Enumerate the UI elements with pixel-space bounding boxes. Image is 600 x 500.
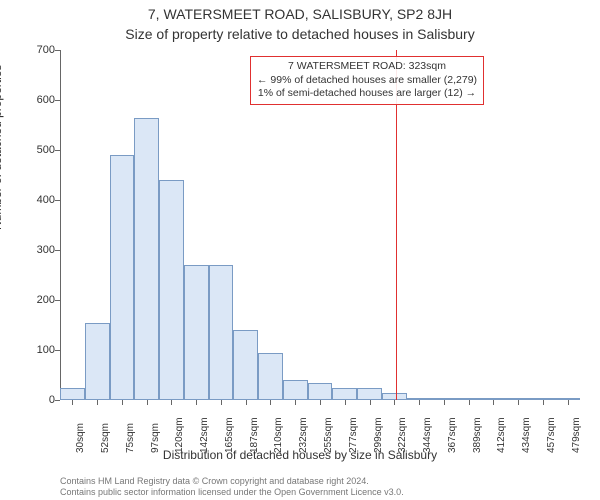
title-line-2: Size of property relative to detached ho… bbox=[0, 26, 600, 42]
histogram-bar bbox=[382, 393, 407, 401]
x-tick-label: 120sqm bbox=[174, 408, 185, 453]
y-tick-mark bbox=[55, 250, 60, 251]
histogram-bar bbox=[258, 353, 283, 401]
y-tick-label: 500 bbox=[15, 144, 55, 156]
x-tick-label: 97sqm bbox=[150, 408, 161, 453]
x-tick-label: 412sqm bbox=[496, 408, 507, 453]
y-tick-mark bbox=[55, 200, 60, 201]
y-tick-mark bbox=[55, 400, 60, 401]
x-tick-mark bbox=[122, 400, 123, 405]
annotation-line: 1% of semi-detached houses are larger (1… bbox=[257, 87, 477, 101]
chart-container: 7, WATERSMEET ROAD, SALISBURY, SP2 8JH S… bbox=[0, 0, 600, 500]
histogram-bar bbox=[233, 330, 258, 400]
y-tick-label: 700 bbox=[15, 44, 55, 56]
x-tick-label: 30sqm bbox=[75, 408, 86, 453]
x-tick-mark bbox=[568, 400, 569, 405]
x-tick-mark bbox=[370, 400, 371, 405]
x-tick-label: 142sqm bbox=[199, 408, 210, 453]
x-axis-label: Distribution of detached houses by size … bbox=[0, 448, 600, 462]
x-tick-mark bbox=[246, 400, 247, 405]
histogram-bar bbox=[60, 388, 85, 401]
plot-area: 010020030040050060070030sqm52sqm75sqm97s… bbox=[60, 50, 580, 400]
annotation-line: ← 99% of detached houses are smaller (2,… bbox=[257, 74, 477, 88]
x-tick-mark bbox=[320, 400, 321, 405]
x-tick-mark bbox=[147, 400, 148, 405]
y-tick-label: 300 bbox=[15, 244, 55, 256]
y-axis-label: Number of detached properties bbox=[0, 65, 4, 230]
x-tick-mark bbox=[394, 400, 395, 405]
y-tick-label: 0 bbox=[15, 394, 55, 406]
x-tick-label: 255sqm bbox=[323, 408, 334, 453]
x-tick-label: 299sqm bbox=[373, 408, 384, 453]
x-tick-mark bbox=[295, 400, 296, 405]
x-tick-mark bbox=[444, 400, 445, 405]
x-tick-mark bbox=[345, 400, 346, 405]
x-tick-label: 75sqm bbox=[125, 408, 136, 453]
y-tick-mark bbox=[55, 100, 60, 101]
x-tick-label: 165sqm bbox=[224, 408, 235, 453]
x-tick-label: 277sqm bbox=[348, 408, 359, 453]
x-tick-label: 434sqm bbox=[521, 408, 532, 453]
y-tick-label: 100 bbox=[15, 344, 55, 356]
x-tick-label: 479sqm bbox=[571, 408, 582, 453]
x-tick-label: 210sqm bbox=[273, 408, 284, 453]
histogram-bar bbox=[134, 118, 159, 401]
x-tick-mark bbox=[469, 400, 470, 405]
x-tick-label: 457sqm bbox=[546, 408, 557, 453]
x-tick-label: 187sqm bbox=[249, 408, 260, 453]
x-tick-mark bbox=[97, 400, 98, 405]
x-tick-label: 344sqm bbox=[422, 408, 433, 453]
histogram-bar bbox=[357, 388, 382, 401]
x-tick-label: 52sqm bbox=[100, 408, 111, 453]
title-line-1: 7, WATERSMEET ROAD, SALISBURY, SP2 8JH bbox=[0, 6, 600, 22]
histogram-bar bbox=[159, 180, 184, 400]
y-tick-label: 200 bbox=[15, 294, 55, 306]
histogram-bar bbox=[283, 380, 308, 400]
y-tick-mark bbox=[55, 50, 60, 51]
histogram-bar bbox=[308, 383, 333, 401]
y-tick-mark bbox=[55, 150, 60, 151]
y-tick-label: 600 bbox=[15, 94, 55, 106]
x-tick-mark bbox=[171, 400, 172, 405]
y-axis bbox=[60, 50, 61, 400]
histogram-bar bbox=[332, 388, 357, 401]
x-tick-mark bbox=[419, 400, 420, 405]
histogram-bar bbox=[209, 265, 234, 400]
annotation-box: 7 WATERSMEET ROAD: 323sqm← 99% of detach… bbox=[250, 56, 484, 105]
x-tick-mark bbox=[221, 400, 222, 405]
x-tick-label: 322sqm bbox=[397, 408, 408, 453]
x-tick-mark bbox=[518, 400, 519, 405]
y-tick-mark bbox=[55, 350, 60, 351]
footer-line-1: Contains HM Land Registry data © Crown c… bbox=[60, 476, 580, 487]
x-tick-mark bbox=[493, 400, 494, 405]
x-tick-label: 389sqm bbox=[472, 408, 483, 453]
x-tick-mark bbox=[543, 400, 544, 405]
x-tick-mark bbox=[196, 400, 197, 405]
footer: Contains HM Land Registry data © Crown c… bbox=[60, 476, 580, 498]
x-tick-label: 367sqm bbox=[447, 408, 458, 453]
annotation-line: 7 WATERSMEET ROAD: 323sqm bbox=[257, 60, 477, 74]
histogram-bar bbox=[85, 323, 110, 401]
y-tick-mark bbox=[55, 300, 60, 301]
footer-line-2: Contains public sector information licen… bbox=[60, 487, 580, 498]
histogram-bar bbox=[184, 265, 209, 400]
y-tick-label: 400 bbox=[15, 194, 55, 206]
histogram-bar bbox=[110, 155, 135, 400]
x-tick-mark bbox=[72, 400, 73, 405]
x-tick-label: 232sqm bbox=[298, 408, 309, 453]
x-tick-mark bbox=[270, 400, 271, 405]
